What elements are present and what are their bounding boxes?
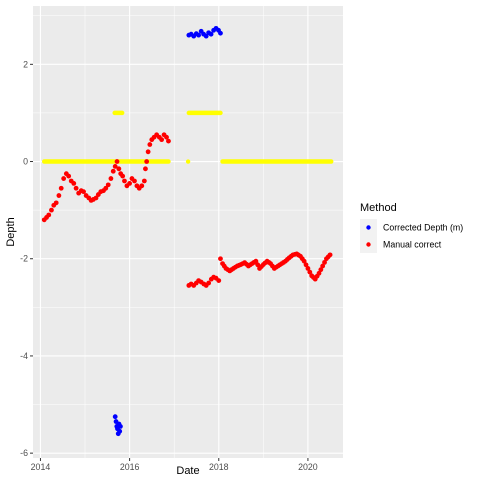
x-tick-label: 2020 [298, 462, 318, 472]
legend-items: Corrected Depth (m) Manual correct [360, 219, 463, 253]
data-point [147, 142, 153, 147]
data-point [253, 258, 259, 264]
x-tick-label: 2018 [209, 462, 229, 472]
data-point [117, 428, 123, 434]
data-point [203, 33, 209, 39]
y-tick-label: 2 [23, 59, 28, 69]
plot-panel [33, 6, 343, 458]
x-axis-title: Date [176, 465, 199, 477]
major-gridlines [33, 6, 343, 458]
legend-label: Manual correct [383, 240, 442, 250]
data-point [66, 173, 72, 179]
data-point [218, 256, 223, 262]
data-point [166, 138, 171, 144]
legend-title: Method [360, 202, 397, 214]
data-point [322, 259, 327, 265]
data-point [139, 183, 145, 189]
data-point [108, 176, 114, 181]
y-axis-title: Depth [5, 217, 17, 246]
data-point [196, 32, 202, 38]
data-point [112, 163, 118, 169]
data-point [120, 173, 126, 179]
data-point [105, 182, 111, 188]
y-axis: 2 0 -2 -4 -6 [20, 59, 33, 458]
y-tick-label: 0 [23, 157, 28, 167]
legend-key-dot [366, 242, 371, 247]
data-point [127, 180, 133, 186]
data-point [49, 207, 54, 213]
data-point [218, 30, 223, 36]
data-point [141, 178, 147, 184]
data-point [327, 252, 333, 258]
data-point [46, 212, 52, 218]
data-point [208, 31, 214, 37]
data-point [255, 262, 261, 268]
data-point [112, 414, 118, 420]
data-point [116, 166, 122, 172]
legend: Method Corrected Depth (m) Manual correct [360, 202, 463, 253]
data-point [143, 166, 148, 172]
y-tick-label: -6 [20, 448, 28, 458]
minor-gridlines [33, 6, 343, 458]
x-tick-label: 2014 [31, 462, 51, 472]
data-point [93, 195, 99, 201]
data-point [61, 176, 67, 181]
y-tick-label: -4 [20, 351, 28, 361]
data-marks [41, 25, 334, 437]
data-point [301, 258, 307, 264]
data-point [320, 263, 326, 269]
data-point [53, 200, 59, 206]
x-axis: 2014 2016 2018 2020 [31, 458, 318, 472]
series-corrected-depth [112, 25, 223, 437]
data-point [145, 149, 151, 155]
yellow-point [185, 159, 191, 164]
data-point [206, 280, 212, 286]
y-tick-label: -2 [20, 254, 28, 264]
data-point [73, 185, 79, 191]
data-point [58, 185, 64, 191]
data-point [81, 189, 86, 195]
data-point [110, 168, 116, 174]
legend-label: Corrected Depth (m) [383, 223, 463, 233]
data-point [114, 159, 120, 164]
data-point [216, 278, 222, 284]
data-point [122, 178, 127, 184]
data-point [303, 262, 309, 268]
series-manual-correct [41, 132, 333, 288]
data-point [316, 270, 322, 276]
data-point [318, 267, 324, 273]
data-point [132, 178, 137, 184]
data-point [164, 134, 169, 140]
data-point [159, 137, 165, 143]
data-point [118, 424, 123, 429]
data-point [103, 185, 109, 191]
data-point [307, 269, 313, 275]
data-point [305, 266, 311, 271]
x-tick-label: 2016 [120, 462, 140, 472]
data-point [56, 193, 62, 198]
legend-key-dot [366, 225, 371, 230]
data-point [144, 159, 150, 164]
data-point [71, 180, 77, 186]
